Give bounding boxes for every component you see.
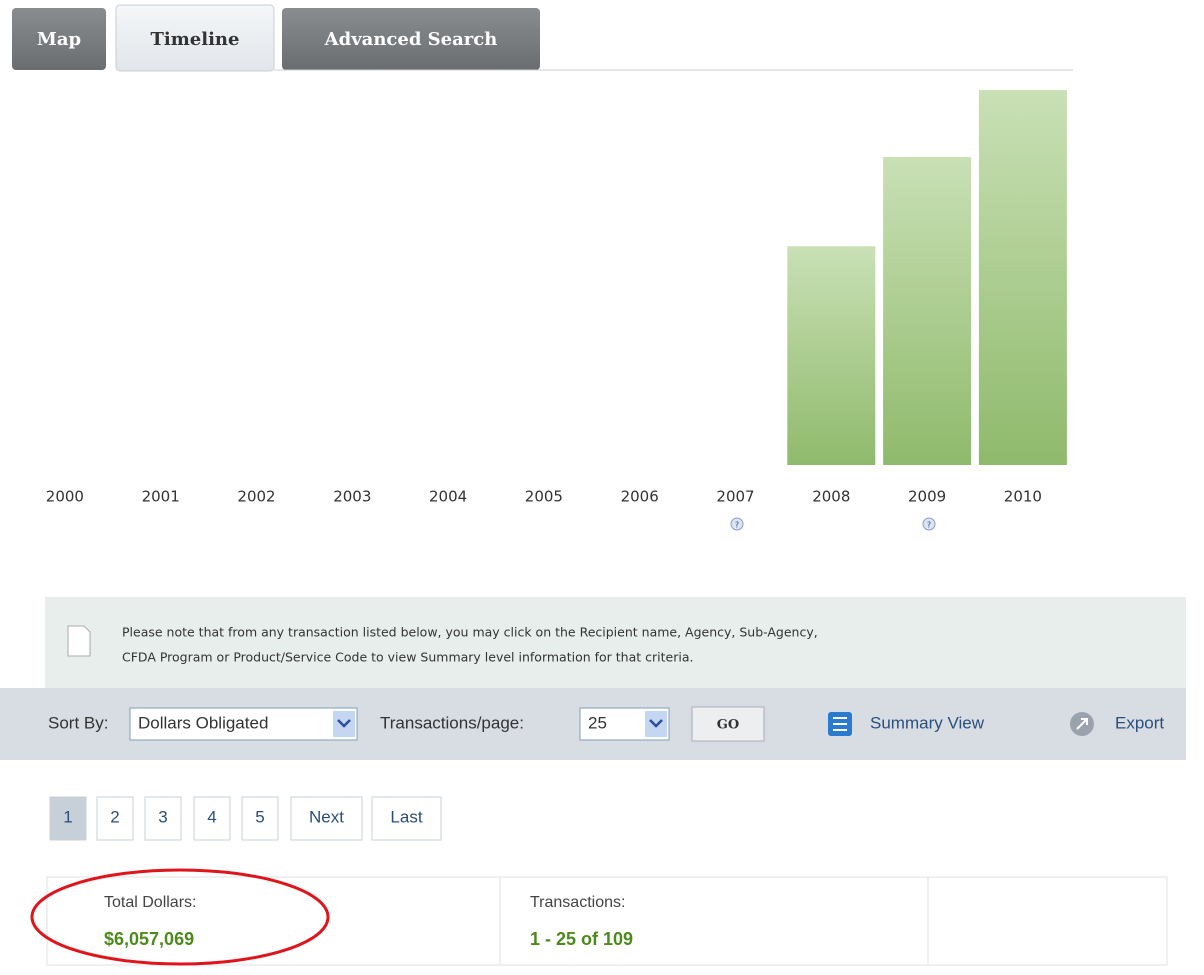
bar: [978, 90, 1067, 465]
tab-active[interactable]: [115, 4, 275, 72]
page-label[interactable]: 5: [255, 807, 264, 826]
arrow-glyph: [337, 719, 351, 728]
page-button[interactable]: [241, 796, 279, 841]
page-label[interactable]: 1: [63, 807, 72, 826]
per-page-value[interactable]: 25: [588, 713, 607, 732]
note-text: Please note that from any transaction li…: [122, 625, 818, 640]
chart: 2000 2001 2002 2003 2004 2005 2006 2007 2008 2009…: [46, 90, 1067, 506]
x-tick-label: 2006: [621, 488, 659, 506]
tab[interactable]: [282, 8, 540, 70]
select-arrow[interactable]: [645, 711, 667, 737]
go-button[interactable]: [691, 706, 765, 742]
x-tick-label: 2005: [525, 488, 563, 506]
pagination: 1 2 3 4 5 Next Last: [49, 796, 442, 841]
x-tick-label: 2003: [333, 488, 371, 506]
x-tick-label: 2009: [908, 488, 946, 506]
total-dollars: $6,057,069: [104, 929, 194, 949]
note-icon: [67, 625, 91, 657]
sort-value[interactable]: Dollars Obligated: [138, 713, 268, 732]
per-page-label: Transactions/page:: [380, 713, 524, 732]
sort-select[interactable]: [129, 707, 358, 741]
highlight-circle: [30, 868, 330, 966]
help-icon[interactable]: [922, 517, 936, 531]
help-icon[interactable]: [730, 517, 744, 531]
tab-label[interactable]: Timeline: [151, 29, 240, 50]
note-box: [45, 597, 1186, 688]
bar: [787, 246, 876, 465]
page-button[interactable]: [49, 796, 87, 841]
transactions-label: Transactions:: [530, 894, 625, 911]
note-text: CFDA Program or Product/Service Code to …: [122, 650, 693, 665]
page-label[interactable]: Next: [309, 807, 344, 826]
page-button[interactable]: [371, 796, 442, 841]
sort-label: Sort By:: [48, 713, 108, 732]
x-tick-label: 2002: [237, 488, 275, 506]
page-button[interactable]: [290, 796, 363, 841]
tab-label[interactable]: Advanced Search: [324, 29, 498, 50]
x-tick-label: 2010: [1004, 488, 1042, 506]
page-label[interactable]: 3: [158, 807, 167, 826]
go-label[interactable]: GO: [717, 718, 739, 733]
totals-box: [46, 876, 1168, 966]
summary-glyph: [833, 717, 847, 731]
page-button[interactable]: [144, 796, 182, 841]
x-tick-label: 2008: [812, 488, 850, 506]
summary-link[interactable]: Summary View: [870, 713, 985, 732]
tab[interactable]: [12, 8, 106, 70]
bar: [883, 156, 972, 466]
x-tick-label: 2007: [716, 488, 754, 506]
help-mark[interactable]: ?: [927, 521, 931, 530]
select-arrow[interactable]: [333, 711, 355, 737]
x-tick-label: 2001: [142, 488, 180, 506]
export-link[interactable]: Export: [1115, 713, 1164, 732]
page-label[interactable]: 4: [207, 807, 216, 826]
transactions-count: 1 - 25 of 109: [530, 929, 633, 949]
tab-label[interactable]: Map: [37, 29, 81, 50]
x-tick-label: 2004: [429, 488, 467, 506]
page-label[interactable]: 2: [110, 807, 119, 826]
page-label[interactable]: Last: [390, 807, 422, 826]
help-mark[interactable]: ?: [735, 521, 739, 530]
page-button[interactable]: [193, 796, 231, 841]
total-dollars-label: Total Dollars:: [104, 894, 196, 911]
arrow-glyph: [649, 719, 663, 728]
x-tick-label: 2000: [46, 488, 84, 506]
export-glyph: [1076, 718, 1088, 730]
page-button[interactable]: [96, 796, 134, 841]
